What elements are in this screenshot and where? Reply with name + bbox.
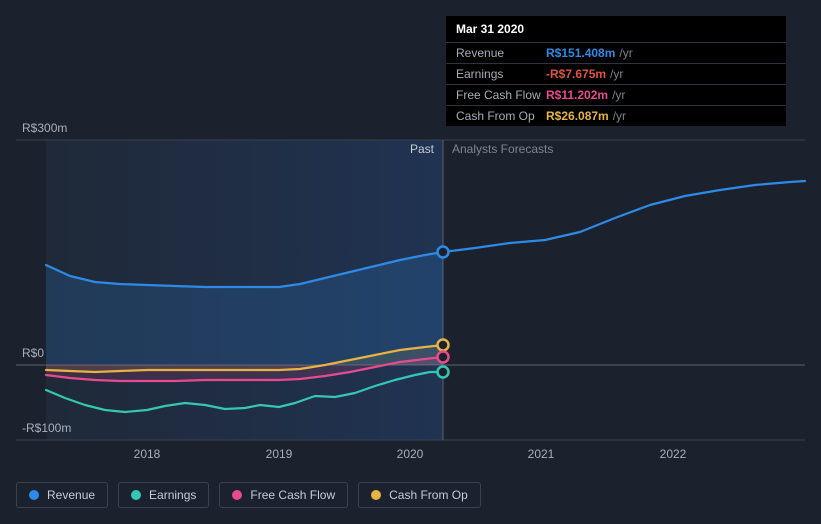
legend-item-free_cash_flow[interactable]: Free Cash Flow bbox=[219, 482, 348, 508]
legend-label: Earnings bbox=[149, 488, 196, 502]
tooltip-title: Mar 31 2020 bbox=[446, 16, 786, 43]
revenue-marker bbox=[438, 247, 449, 258]
legend-dot-icon bbox=[232, 490, 242, 500]
legend-label: Revenue bbox=[47, 488, 95, 502]
y-axis-label: R$0 bbox=[22, 346, 44, 360]
tooltip-row-suffix: /yr bbox=[610, 67, 623, 81]
section-label: Past bbox=[410, 142, 435, 156]
tooltip-row: Cash From OpR$26.087m/yr bbox=[446, 106, 786, 126]
tooltip-row: RevenueR$151.408m/yr bbox=[446, 43, 786, 64]
tooltip-row: Free Cash FlowR$11.202m/yr bbox=[446, 85, 786, 106]
legend-item-revenue[interactable]: Revenue bbox=[16, 482, 108, 508]
legend-item-earnings[interactable]: Earnings bbox=[118, 482, 209, 508]
legend-item-cash_from_op[interactable]: Cash From Op bbox=[358, 482, 481, 508]
legend-dot-icon bbox=[131, 490, 141, 500]
tooltip-row-value: R$26.087m bbox=[546, 109, 609, 123]
tooltip-row-label: Revenue bbox=[456, 46, 546, 60]
legend-dot-icon bbox=[29, 490, 39, 500]
x-axis-label: 2021 bbox=[528, 447, 555, 461]
tooltip-row-label: Earnings bbox=[456, 67, 546, 81]
y-axis-label: R$300m bbox=[22, 121, 67, 135]
x-axis-label: 2018 bbox=[134, 447, 161, 461]
tooltip-row-label: Cash From Op bbox=[456, 109, 546, 123]
tooltip-row-value: R$11.202m bbox=[546, 88, 608, 102]
free_cash_flow-marker bbox=[438, 352, 449, 363]
x-axis-label: 2019 bbox=[266, 447, 293, 461]
y-axis-label: -R$100m bbox=[22, 421, 71, 435]
tooltip-row-suffix: /yr bbox=[612, 88, 625, 102]
section-label: Analysts Forecasts bbox=[452, 142, 553, 156]
cash_from_op-marker bbox=[438, 340, 449, 351]
chart-tooltip: Mar 31 2020 RevenueR$151.408m/yrEarnings… bbox=[446, 16, 786, 126]
tooltip-row-suffix: /yr bbox=[613, 109, 626, 123]
earnings-marker bbox=[438, 367, 449, 378]
tooltip-row-value: R$151.408m bbox=[546, 46, 615, 60]
tooltip-row: Earnings-R$7.675m/yr bbox=[446, 64, 786, 85]
legend-label: Cash From Op bbox=[389, 488, 468, 502]
tooltip-row-value: -R$7.675m bbox=[546, 67, 606, 81]
x-axis-label: 2020 bbox=[397, 447, 424, 461]
legend-dot-icon bbox=[371, 490, 381, 500]
tooltip-row-suffix: /yr bbox=[619, 46, 632, 60]
x-axis-label: 2022 bbox=[660, 447, 687, 461]
tooltip-row-label: Free Cash Flow bbox=[456, 88, 546, 102]
legend-label: Free Cash Flow bbox=[250, 488, 335, 502]
chart-legend: Revenue Earnings Free Cash Flow Cash From O… bbox=[16, 482, 481, 508]
